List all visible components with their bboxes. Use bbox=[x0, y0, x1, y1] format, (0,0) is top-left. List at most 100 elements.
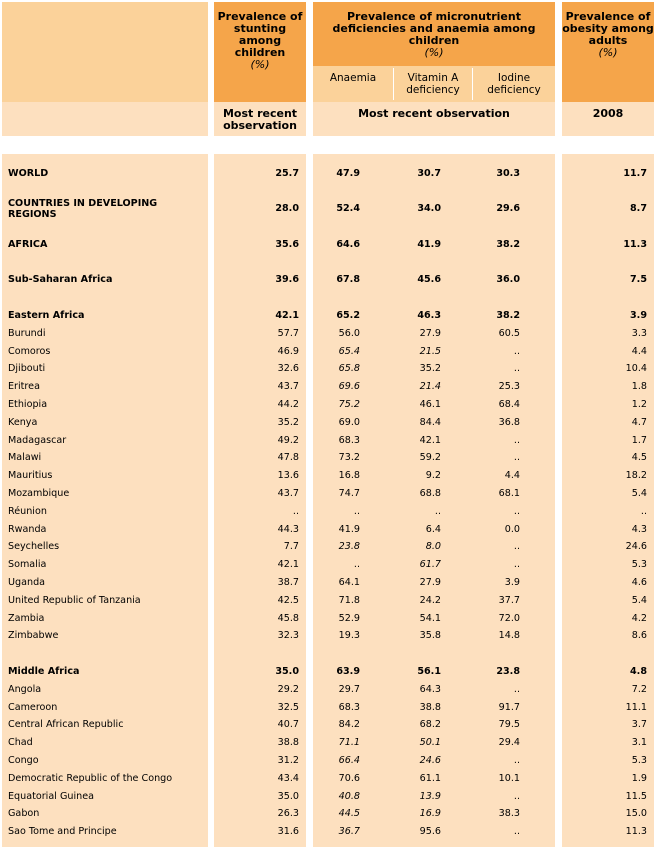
table-row: Zimbabwe 32.3 19.3 35.8 14.8 8.6 bbox=[0, 627, 657, 645]
stunting-header-title: Prevalence of stunting among children (%… bbox=[214, 11, 306, 71]
cell-stunting: 44.2 bbox=[277, 399, 299, 411]
cell-stunting: 35.2 bbox=[277, 416, 299, 428]
cell-vita: 56.1 bbox=[417, 666, 441, 678]
cell-obesity: 11.3 bbox=[625, 826, 647, 838]
cell-vita: 59.2 bbox=[419, 452, 441, 464]
cell-vita: 45.6 bbox=[417, 274, 441, 286]
cell-obesity: 5.4 bbox=[631, 488, 647, 500]
stunting-header-period: Most recent observation bbox=[222, 107, 298, 132]
cell-obesity: 3.9 bbox=[630, 310, 647, 322]
cell-anaemia: .. bbox=[353, 559, 360, 571]
cell-iodine: 38.2 bbox=[496, 238, 520, 250]
cell-vita: 68.2 bbox=[419, 719, 441, 731]
cell-stunting: 42.5 bbox=[277, 594, 299, 606]
row-name: Congo bbox=[8, 755, 39, 767]
cell-iodine: .. bbox=[513, 363, 520, 375]
row-name: Réunion bbox=[8, 505, 47, 517]
cell-iodine: .. bbox=[513, 345, 520, 357]
table-row: Congo 31.2 66.4 24.6.. 5.3 bbox=[0, 752, 657, 770]
row-name: WORLD bbox=[8, 167, 49, 179]
cell-stunting: 31.6 bbox=[277, 826, 299, 838]
cell-iodine: 23.8 bbox=[496, 666, 520, 678]
cell-vita: 46.3 bbox=[417, 310, 441, 322]
cell-vita: 6.4 bbox=[425, 523, 441, 535]
cell-iodine: 68.4 bbox=[498, 399, 520, 411]
cell-vita: 61.1 bbox=[419, 772, 441, 784]
row-name: Middle Africa bbox=[8, 666, 80, 678]
cell-iodine: 3.9 bbox=[504, 577, 520, 589]
cell-iodine: 10.1 bbox=[498, 772, 520, 784]
cell-vita: 16.9 bbox=[419, 808, 441, 820]
cell-iodine: 38.2 bbox=[496, 310, 520, 322]
table-row: COUNTRIES IN DEVELOPING REGIONS 28.0 52.4 3… bbox=[0, 197, 657, 220]
cell-obesity: 5.3 bbox=[631, 755, 647, 767]
cell-iodine: 72.0 bbox=[498, 612, 520, 624]
cell-stunting: 26.3 bbox=[277, 808, 299, 820]
header-micronutrient bbox=[313, 2, 555, 66]
table-row: Malawi 47.8 73.2 59.2.. 4.5 bbox=[0, 449, 657, 467]
row-name: Zimbabwe bbox=[8, 630, 59, 642]
cell-anaemia: 65.2 bbox=[336, 310, 360, 322]
spacer-row bbox=[0, 147, 657, 165]
body-column-obesity bbox=[562, 154, 654, 847]
table-row: Angola 29.2 29.7 64.3.. 7.2 bbox=[0, 681, 657, 699]
cell-stunting: 13.6 bbox=[277, 470, 299, 482]
cell-anaemia: 40.8 bbox=[338, 790, 360, 802]
table-row: Democratic Republic of the Congo 43.4 70.6… bbox=[0, 770, 657, 788]
cell-iodine: .. bbox=[513, 790, 520, 802]
table-row: Cameroon 32.5 68.3 38.8 91.7 11.1 bbox=[0, 698, 657, 716]
cell-obesity: .. bbox=[640, 505, 647, 517]
cell-stunting: 43.7 bbox=[277, 381, 299, 393]
row-name: Zambia bbox=[8, 612, 45, 624]
cell-stunting: 38.8 bbox=[277, 737, 299, 749]
cell-anaemia: 56.0 bbox=[338, 327, 360, 339]
cell-vita: 24.6 bbox=[419, 755, 441, 767]
cell-stunting: 39.6 bbox=[275, 274, 299, 286]
cell-stunting: 28.0 bbox=[275, 203, 299, 215]
cell-iodine: 29.6 bbox=[496, 203, 520, 215]
sub-header-anaemia: Anaemia bbox=[329, 72, 377, 84]
cell-stunting: .. bbox=[292, 505, 299, 517]
row-name: Angola bbox=[8, 683, 42, 695]
cell-vita: 27.9 bbox=[419, 577, 441, 589]
cell-vita: 64.3 bbox=[419, 683, 441, 695]
cell-iodine: 91.7 bbox=[498, 701, 520, 713]
cell-anaemia: 69.6 bbox=[338, 381, 360, 393]
row-name: Somalia bbox=[8, 559, 47, 571]
row-name: Madagascar bbox=[8, 434, 67, 446]
cell-anaemia: 68.3 bbox=[338, 434, 360, 446]
row-name: Gabon bbox=[8, 808, 40, 820]
row-name: Central African Republic bbox=[8, 719, 124, 731]
cell-stunting: 42.1 bbox=[277, 559, 299, 571]
table-row: Eritrea 43.7 69.6 21.4 25.3 1.8 bbox=[0, 378, 657, 396]
row-name: Mozambique bbox=[8, 488, 70, 500]
cell-obesity: 5.4 bbox=[631, 594, 647, 606]
cell-vita: 21.4 bbox=[419, 381, 441, 393]
header-stunting bbox=[214, 2, 306, 102]
cell-stunting: 45.8 bbox=[277, 612, 299, 624]
cell-vita: 41.9 bbox=[417, 238, 441, 250]
cell-stunting: 40.7 bbox=[277, 719, 299, 731]
table-row: Kenya 35.2 69.0 84.4 36.8 4.7 bbox=[0, 414, 657, 432]
cell-obesity: 11.1 bbox=[625, 701, 647, 713]
table-row: Ethiopia 44.2 75.2 46.1 68.4 1.2 bbox=[0, 396, 657, 414]
row-name: Ethiopia bbox=[8, 399, 48, 411]
row-name: COUNTRIES IN DEVELOPING REGIONS bbox=[8, 197, 158, 220]
table-row: Sao Tome and Principe 31.6 36.7 95.6.. 11.3 bbox=[0, 823, 657, 841]
table-row: Chad 38.8 71.1 50.1 29.4 3.1 bbox=[0, 734, 657, 752]
body-column-stunting bbox=[214, 154, 306, 847]
cell-stunting: 38.7 bbox=[277, 577, 299, 589]
body-column-micronutrient bbox=[313, 154, 555, 847]
cell-obesity: 15.0 bbox=[625, 808, 647, 820]
body-column-name bbox=[2, 154, 208, 847]
table-row: Middle Africa 35.0 63.9 56.1 23.8 4.8 bbox=[0, 663, 657, 681]
cell-anaemia: 75.2 bbox=[338, 399, 360, 411]
table-row: Eastern Africa 42.1 65.2 46.3 38.2 3.9 bbox=[0, 307, 657, 325]
cell-iodine: 38.3 bbox=[498, 808, 520, 820]
cell-stunting: 43.4 bbox=[277, 772, 299, 784]
row-name: Equatorial Guinea bbox=[8, 790, 94, 802]
cell-anaemia: 16.8 bbox=[338, 470, 360, 482]
cell-iodine: 14.8 bbox=[498, 630, 520, 642]
cell-iodine: .. bbox=[513, 755, 520, 767]
